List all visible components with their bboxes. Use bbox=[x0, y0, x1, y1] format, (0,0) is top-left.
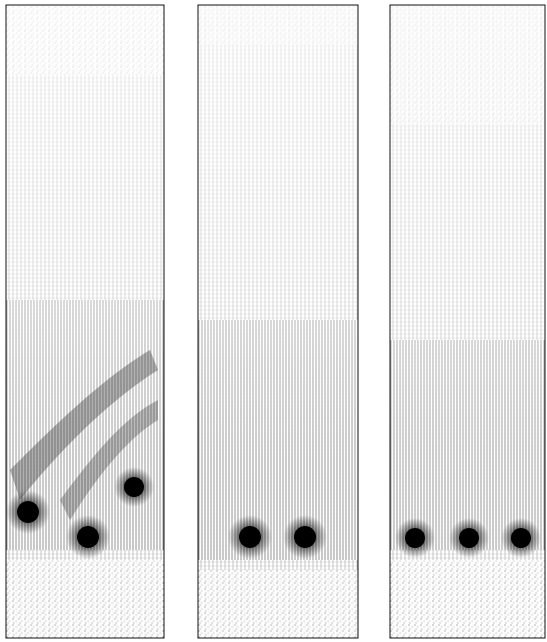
panel-middle-fade bbox=[198, 5, 358, 638]
panel-right-frame bbox=[389, 4, 546, 639]
vortex-core bbox=[17, 501, 39, 523]
panel-left bbox=[5, 4, 165, 639]
panel-left-swirl-band bbox=[10, 350, 158, 500]
panel-left-vortices bbox=[6, 467, 154, 559]
panel-right-vortices bbox=[395, 518, 541, 558]
panel-middle bbox=[197, 4, 359, 639]
panel-left-swirl-band-2 bbox=[60, 400, 158, 520]
panel-right bbox=[389, 4, 546, 639]
panel-left-frame bbox=[5, 4, 165, 639]
vortex-core bbox=[294, 526, 316, 548]
vortex-core bbox=[511, 528, 531, 548]
vortex-core bbox=[124, 477, 144, 497]
vortex-core bbox=[459, 528, 479, 548]
vortex-core bbox=[77, 526, 99, 548]
panel-middle-vortices bbox=[228, 515, 327, 559]
vortex-core bbox=[239, 526, 261, 548]
panel-middle-frame bbox=[197, 4, 359, 639]
vortex-core bbox=[405, 528, 425, 548]
